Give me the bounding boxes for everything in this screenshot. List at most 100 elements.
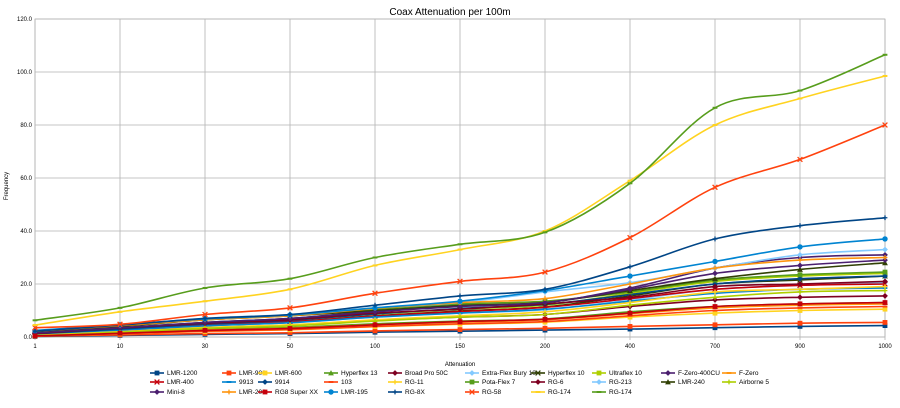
legend-entry: RG-174 bbox=[592, 389, 632, 396]
legend-label: RG-58 bbox=[482, 389, 502, 396]
legend-label: LMR-600 bbox=[275, 370, 302, 377]
legend-entry: Hyperflex 13 bbox=[324, 370, 378, 377]
data-point bbox=[797, 262, 803, 269]
legend-swatch-marker bbox=[392, 370, 398, 376]
data-point bbox=[882, 293, 888, 299]
data-point bbox=[712, 283, 718, 290]
data-point bbox=[712, 297, 718, 303]
legend-entry: LMR-200 bbox=[222, 389, 266, 396]
legend-swatch-marker bbox=[154, 379, 160, 385]
legend-label: LMR-200 bbox=[239, 389, 266, 396]
data-point bbox=[287, 315, 293, 322]
data-point bbox=[457, 312, 463, 315]
series-rg-174 bbox=[32, 74, 888, 327]
legend-entry: F-Zero bbox=[722, 370, 759, 377]
legend-label: LMR-1200 bbox=[167, 370, 198, 377]
legend-swatch-marker bbox=[535, 379, 541, 385]
legend-label: Ultraflex 10 bbox=[609, 370, 642, 377]
legend-swatch-marker bbox=[596, 379, 602, 385]
data-point bbox=[797, 156, 803, 163]
legend-entry: RG-174 bbox=[531, 389, 571, 396]
data-point bbox=[797, 251, 803, 258]
legend-entry: Broad Pro 50C bbox=[388, 370, 448, 377]
legend-swatch-marker bbox=[262, 379, 268, 385]
x-tick-label: 700 bbox=[710, 344, 721, 350]
legend-swatch-marker bbox=[665, 370, 671, 376]
legend-swatch-marker bbox=[535, 391, 541, 393]
data-point bbox=[627, 310, 633, 316]
legend-swatch-marker bbox=[596, 391, 602, 393]
legend-swatch-marker bbox=[726, 379, 732, 385]
data-point bbox=[32, 333, 38, 339]
data-point bbox=[117, 306, 123, 309]
series-airborne-5 bbox=[32, 288, 888, 339]
data-point bbox=[287, 330, 293, 336]
data-point bbox=[627, 294, 633, 301]
x-tick-label: 1000 bbox=[878, 344, 892, 350]
legend-entry: Mini-8 bbox=[150, 389, 185, 396]
x-tick-label: 900 bbox=[795, 344, 806, 350]
legend-label: F-Zero-400CU bbox=[678, 370, 720, 377]
y-tick-label: 100.0 bbox=[17, 70, 33, 76]
legend-entry: LMR-400 bbox=[150, 379, 194, 386]
legend-swatch-marker bbox=[328, 370, 334, 376]
chart-title: Coax Attenuation per 100m bbox=[389, 7, 510, 18]
data-point bbox=[712, 304, 718, 309]
data-point bbox=[542, 231, 548, 234]
data-point bbox=[32, 319, 38, 322]
legend-swatch-marker bbox=[469, 389, 475, 395]
legend-entry: RG-213 bbox=[592, 379, 632, 386]
legend-label: RG-174 bbox=[548, 389, 571, 396]
legend-swatch-marker bbox=[154, 389, 160, 395]
data-point bbox=[712, 325, 718, 331]
legend-label: LMR-195 bbox=[341, 389, 368, 396]
data-point bbox=[372, 264, 378, 267]
legend-swatch-marker bbox=[226, 389, 232, 395]
legend-entry: RG-11 bbox=[388, 379, 424, 386]
data-point bbox=[882, 323, 888, 329]
data-point bbox=[627, 264, 633, 270]
data-point bbox=[202, 327, 208, 333]
data-point bbox=[627, 234, 633, 241]
data-point bbox=[882, 122, 888, 128]
data-point bbox=[712, 309, 718, 312]
data-point bbox=[797, 301, 803, 307]
data-point bbox=[712, 289, 718, 295]
data-point bbox=[797, 257, 803, 263]
data-point bbox=[287, 326, 293, 331]
legend-swatch-marker bbox=[469, 370, 475, 376]
x-tick-label: 400 bbox=[625, 344, 636, 350]
data-point bbox=[882, 255, 888, 260]
data-point bbox=[627, 286, 633, 293]
x-tick-label: 100 bbox=[370, 344, 381, 350]
legend-swatch-marker bbox=[328, 389, 334, 395]
x-tick-label: 50 bbox=[287, 344, 294, 350]
data-point bbox=[882, 53, 888, 56]
series-group bbox=[32, 53, 888, 339]
legend-swatch-marker bbox=[262, 389, 268, 395]
data-point bbox=[117, 310, 123, 313]
data-point bbox=[797, 89, 803, 92]
data-point bbox=[627, 302, 633, 308]
legend-entry: Pota-Flex 7 bbox=[465, 379, 516, 386]
data-point bbox=[627, 273, 633, 279]
data-point bbox=[797, 244, 803, 250]
data-point bbox=[542, 286, 548, 292]
data-point bbox=[32, 324, 38, 327]
legend-label: Hyperflex 13 bbox=[341, 370, 378, 377]
data-point bbox=[797, 275, 803, 282]
data-point bbox=[542, 269, 548, 275]
x-tick-label: 30 bbox=[202, 344, 209, 350]
x-tick-label: 200 bbox=[540, 344, 551, 350]
data-point bbox=[542, 312, 548, 317]
legend-entry: 9913 bbox=[222, 379, 254, 386]
data-point bbox=[627, 179, 633, 182]
legend-swatch-marker bbox=[226, 370, 232, 376]
y-tick-label: 80.0 bbox=[20, 123, 32, 129]
legend-label: 9914 bbox=[275, 379, 290, 386]
data-point bbox=[117, 321, 123, 328]
data-point bbox=[712, 270, 718, 277]
data-point bbox=[712, 294, 718, 300]
legend-swatch-marker bbox=[226, 381, 232, 383]
